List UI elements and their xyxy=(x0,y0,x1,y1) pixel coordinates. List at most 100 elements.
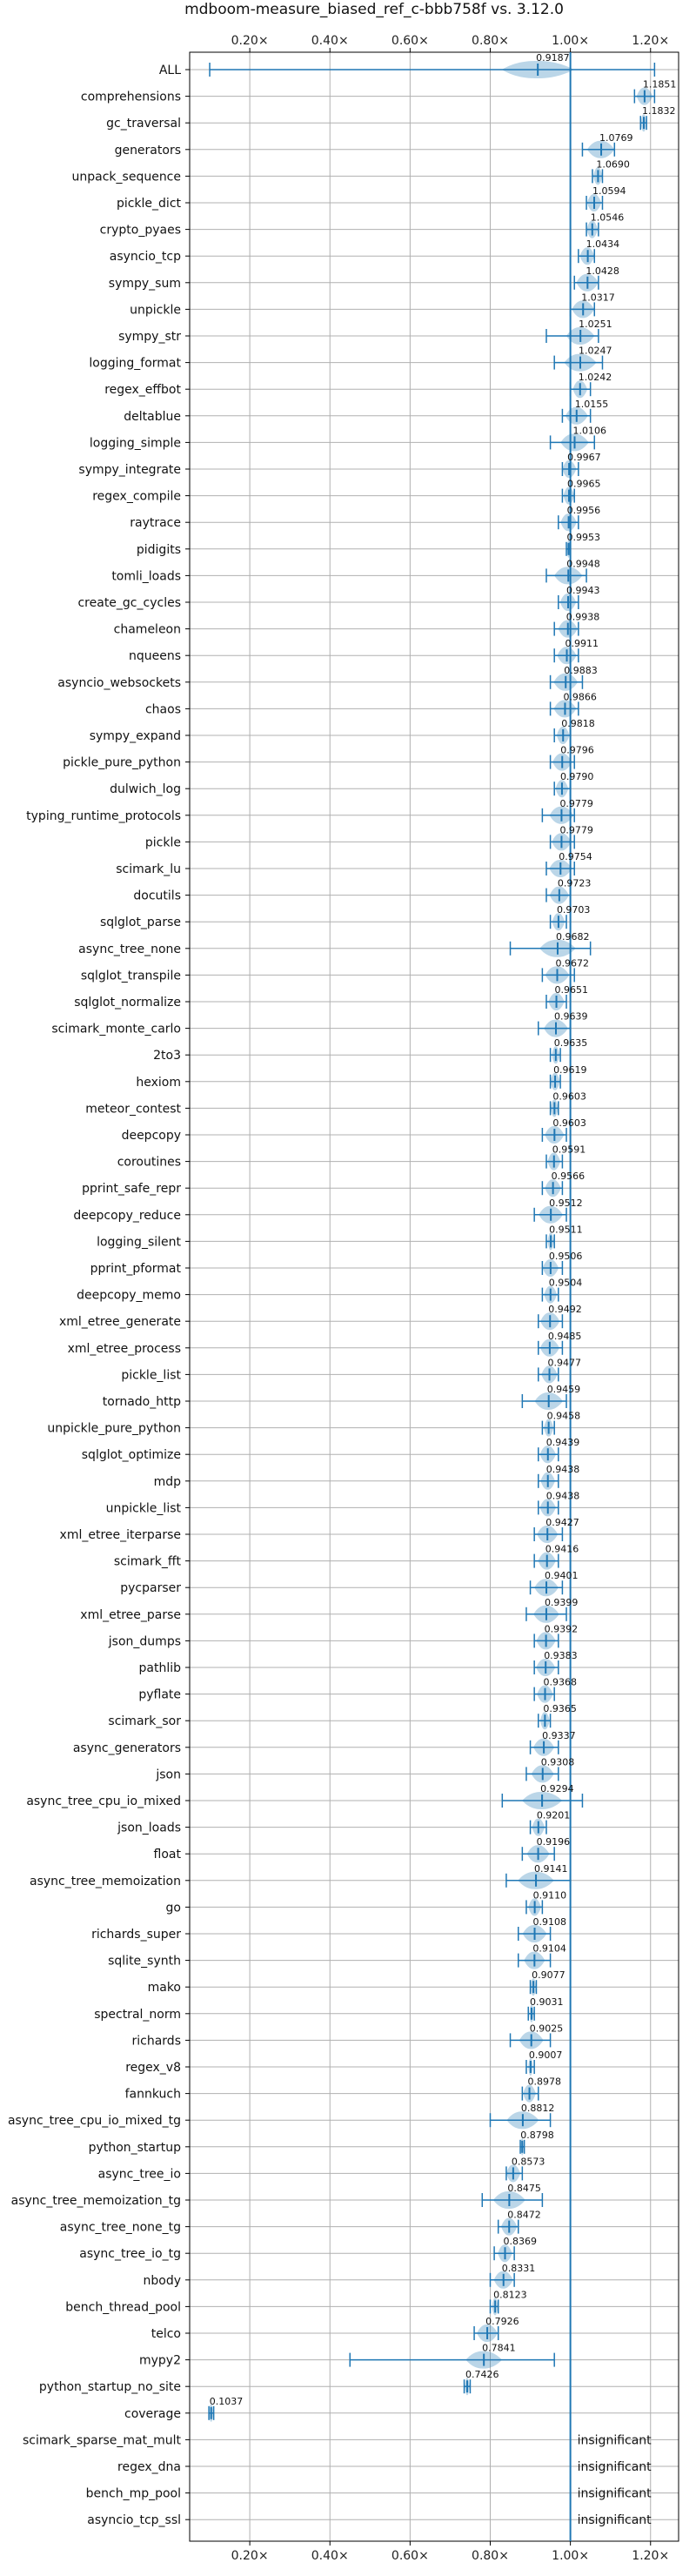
category-label-74: richards xyxy=(132,2034,182,2048)
category-label-48: xml_etree_process xyxy=(68,1342,181,1356)
category-label-37: 2to3 xyxy=(153,1049,181,1063)
category-label-7: asyncio_tcp xyxy=(110,250,181,264)
insignificant-label-89: insignificant xyxy=(578,2433,652,2447)
category-label-55: xml_etree_iterparse xyxy=(60,1528,181,1542)
axes: 0.20× 0.20× 0.40× 0.40× 0.60× 0.60× 0.80× 0.80×… xyxy=(185,34,679,2563)
category-label-23: asyncio_websockets xyxy=(57,676,181,690)
category-labels: ALL 0.9187 comprehensions 1.1851 gc_traversa… xyxy=(8,52,676,2527)
value-label-71: 0.9104 xyxy=(532,1943,566,1955)
category-label-6: crypto_pyaes xyxy=(100,224,181,238)
chart-title: mdboom-measure_biased_ref_c-bbb758f vs. … xyxy=(184,1,564,18)
category-label-35: sqlglot_normalize xyxy=(74,996,181,1010)
value-label-1: 1.1851 xyxy=(643,79,677,91)
category-label-29: pickle xyxy=(145,835,181,849)
category-label-14: logging_simple xyxy=(90,436,181,450)
category-label-61: pyflate xyxy=(138,1688,181,1702)
category-label-50: tornado_http xyxy=(103,1395,181,1409)
value-label-40: 0.9603 xyxy=(552,1117,586,1129)
value-label-18: 0.9953 xyxy=(566,532,600,543)
category-label-90: regex_dna xyxy=(117,2460,181,2474)
category-label-38: hexiom xyxy=(136,1076,181,1090)
category-label-63: async_generators xyxy=(73,1741,181,1755)
category-label-0: ALL xyxy=(159,64,181,77)
value-label-22: 0.9911 xyxy=(566,638,599,649)
value-label-85: 0.7926 xyxy=(485,2316,519,2327)
value-label-88: 0.1037 xyxy=(210,2396,244,2407)
value-label-25: 0.9818 xyxy=(561,718,595,729)
value-label-79: 0.8573 xyxy=(512,2156,545,2167)
value-label-64: 0.9308 xyxy=(541,1756,575,1768)
category-label-79: async_tree_io xyxy=(98,2167,181,2181)
tick-label-bottom-2: 0.60× xyxy=(392,2549,429,2563)
value-label-13: 1.0155 xyxy=(575,399,609,410)
category-label-67: float xyxy=(154,1848,182,1862)
value-label-37: 0.9635 xyxy=(554,1037,588,1049)
category-label-20: create_gc_cycles xyxy=(77,596,181,610)
tick-label-bottom-1: 0.40× xyxy=(311,2549,349,2563)
plot-frame xyxy=(189,51,679,2542)
category-label-45: pprint_pformat xyxy=(90,1262,182,1276)
value-label-6: 1.0546 xyxy=(591,212,625,224)
category-label-27: dulwich_log xyxy=(110,782,181,796)
category-label-30: scimark_lu xyxy=(116,862,181,876)
value-label-42: 0.9566 xyxy=(552,1171,586,1182)
insignificant-label-91: insignificant xyxy=(578,2487,652,2501)
category-label-75: regex_v8 xyxy=(125,2061,181,2075)
value-label-87: 0.7426 xyxy=(465,2369,499,2380)
value-label-72: 0.9077 xyxy=(532,1969,566,1981)
category-label-13: deltablue xyxy=(124,410,181,424)
category-label-49: pickle_list xyxy=(121,1368,181,1382)
category-label-64: json xyxy=(155,1768,181,1781)
value-label-84: 0.8123 xyxy=(493,2289,527,2300)
value-label-29: 0.9779 xyxy=(559,824,593,835)
tick-label-bottom-3: 0.80× xyxy=(472,2549,509,2563)
value-label-28: 0.9779 xyxy=(559,798,593,809)
tick-label-bottom-4: 1.00× xyxy=(552,2549,589,2563)
value-label-83: 0.8331 xyxy=(502,2263,536,2274)
category-label-81: async_tree_none_tg xyxy=(60,2221,181,2235)
category-label-44: logging_silent xyxy=(97,1235,181,1249)
value-label-58: 0.9399 xyxy=(545,1597,579,1608)
value-label-78: 0.8798 xyxy=(520,2130,554,2141)
tick-label-top-1: 0.40× xyxy=(311,34,349,48)
value-label-3: 1.0769 xyxy=(599,132,633,144)
value-label-63: 0.9337 xyxy=(542,1730,576,1741)
value-label-86: 0.7841 xyxy=(482,2343,516,2354)
value-label-36: 0.9639 xyxy=(554,1011,588,1023)
category-label-87: python_startup_no_site xyxy=(39,2380,181,2394)
value-label-34: 0.9672 xyxy=(556,957,590,969)
value-label-20: 0.9943 xyxy=(566,585,600,596)
category-label-82: async_tree_io_tg xyxy=(79,2247,181,2261)
value-label-66: 0.9201 xyxy=(537,1810,571,1821)
category-label-41: coroutines xyxy=(117,1156,181,1170)
category-label-42: pprint_safe_repr xyxy=(82,1182,181,1196)
category-label-84: bench_thread_pool xyxy=(65,2300,181,2314)
value-label-35: 0.9651 xyxy=(555,984,589,996)
value-label-59: 0.9392 xyxy=(545,1623,579,1634)
tick-label-top-0: 0.20× xyxy=(231,34,269,48)
category-label-2: gc_traversal xyxy=(106,117,181,131)
category-label-34: sqlglot_transpile xyxy=(81,969,181,983)
category-label-39: meteor_contest xyxy=(85,1102,181,1116)
category-label-92: asyncio_tcp_ssl xyxy=(87,2513,181,2527)
value-label-81: 0.8472 xyxy=(507,2210,541,2221)
category-label-51: unpickle_pure_python xyxy=(47,1422,181,1436)
value-label-39: 0.9603 xyxy=(552,1090,586,1102)
value-label-51: 0.9458 xyxy=(547,1411,581,1422)
value-label-77: 0.8812 xyxy=(521,2103,555,2114)
category-label-65: async_tree_cpu_io_mixed xyxy=(26,1794,181,1808)
value-label-12: 1.0242 xyxy=(579,372,612,383)
value-label-0: 0.9187 xyxy=(536,52,570,64)
value-label-27: 0.9790 xyxy=(560,771,594,782)
value-label-74: 0.9025 xyxy=(530,2023,564,2034)
value-label-38: 0.9619 xyxy=(553,1064,587,1076)
value-label-69: 0.9110 xyxy=(533,1889,567,1901)
value-label-53: 0.9438 xyxy=(546,1464,580,1475)
category-label-47: xml_etree_generate xyxy=(59,1315,181,1329)
category-label-19: tomli_loads xyxy=(111,569,181,583)
category-label-91: bench_mp_pool xyxy=(86,2487,181,2501)
value-label-50: 0.9459 xyxy=(547,1384,581,1395)
category-label-32: sqlglot_parse xyxy=(100,916,181,929)
value-label-67: 0.9196 xyxy=(537,1836,571,1848)
value-label-19: 0.9948 xyxy=(566,558,600,569)
